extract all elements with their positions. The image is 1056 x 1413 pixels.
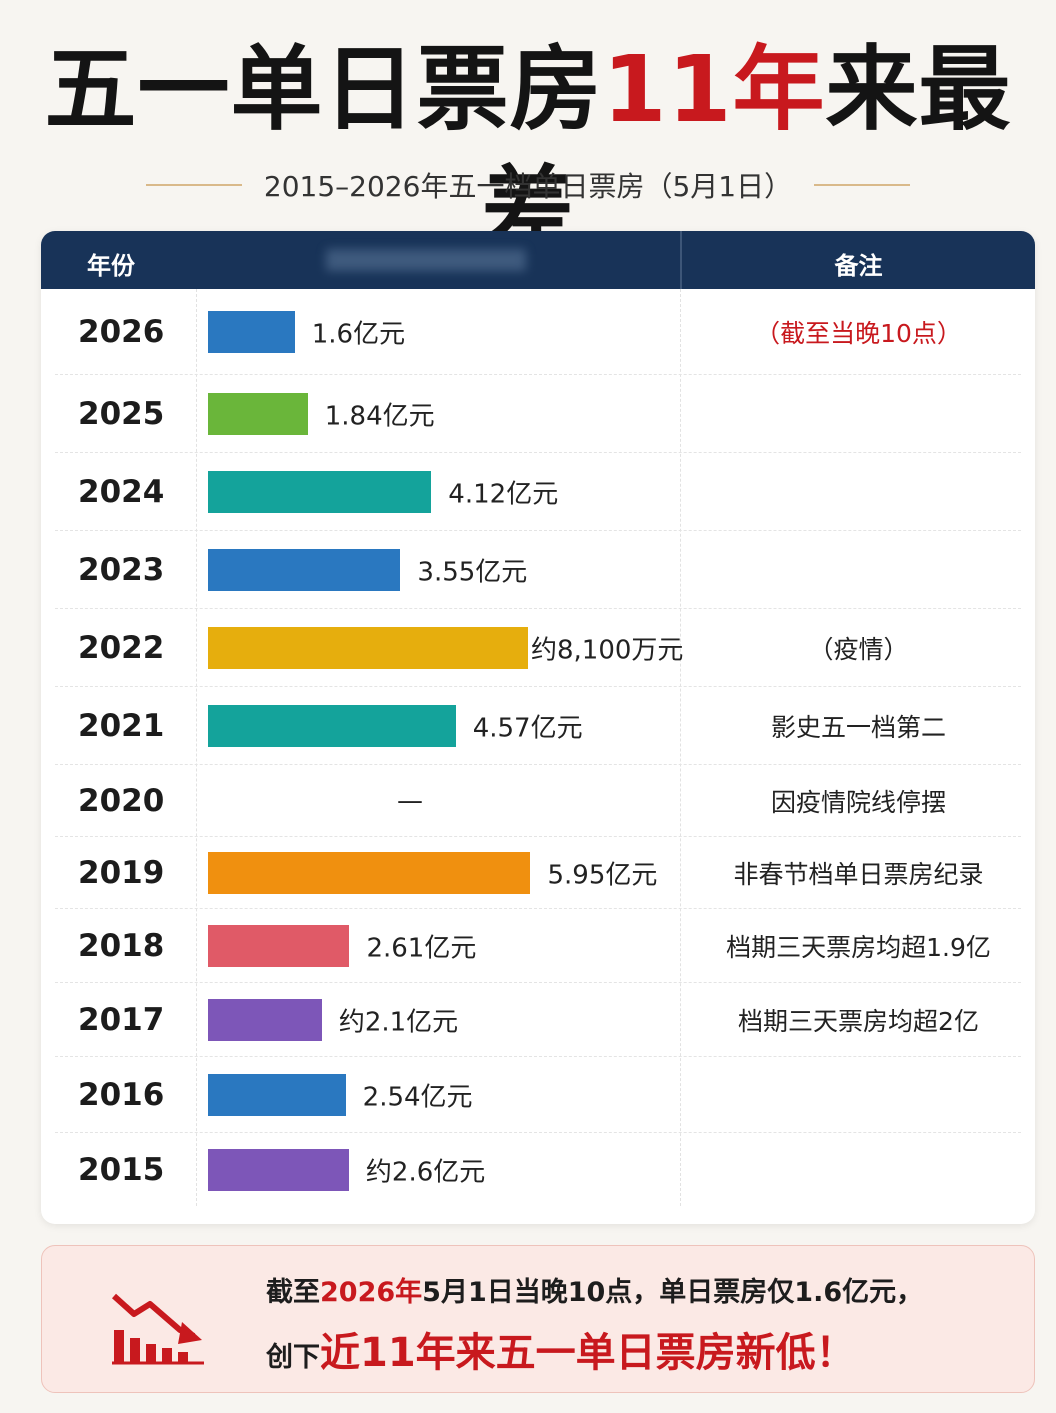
note-cell: 非春节档单日票房纪录 bbox=[733, 860, 984, 889]
row-divider bbox=[55, 374, 1021, 375]
footer-headline: 近11年来五一单日票房新低！ bbox=[320, 1330, 856, 1376]
bar-value-label: 4.57亿元 bbox=[472, 713, 583, 744]
table-row: 2017 约2.1亿元 档期三天票房均超2亿 bbox=[41, 983, 1035, 1057]
year-label: 2015 bbox=[78, 1151, 165, 1188]
bar bbox=[208, 471, 432, 513]
note-cell: 因疫情院线停摆 bbox=[770, 788, 946, 817]
table-row: 2024 4.12亿元 bbox=[41, 453, 1035, 531]
row-divider bbox=[55, 908, 1021, 909]
bar-value-label: 1.6亿元 bbox=[311, 319, 406, 350]
table-header: 年份 备注 bbox=[41, 231, 1035, 289]
bar bbox=[208, 999, 322, 1041]
note-cell: （疫情） bbox=[808, 635, 909, 664]
footer-line2: 创下近11年来五一单日票房新低！ bbox=[266, 1320, 856, 1378]
year-label: 2017 bbox=[78, 1002, 165, 1038]
row-divider bbox=[55, 764, 1021, 765]
subtitle-rule-right bbox=[814, 184, 911, 186]
column-divider-year bbox=[196, 289, 198, 1206]
year-label: 2023 bbox=[78, 552, 165, 588]
title-part1: 五一单日票房 bbox=[44, 36, 603, 143]
table-row: 2016 2.54亿元 bbox=[41, 1057, 1035, 1133]
footer-text: 截至 bbox=[266, 1277, 320, 1308]
note-cell: 档期三天票房均超1.9亿 bbox=[726, 933, 991, 962]
bar-value-label: 5.95亿元 bbox=[547, 860, 658, 891]
bar bbox=[208, 705, 456, 747]
table-row: 2023 3.55亿元 bbox=[41, 531, 1035, 609]
bar-value-label: 2.61亿元 bbox=[366, 933, 477, 964]
header-note: 备注 bbox=[834, 252, 883, 280]
page-title: 五一单日票房11年来最差 bbox=[0, 30, 1056, 270]
header-year: 年份 bbox=[87, 252, 135, 280]
year-label: 2026 bbox=[78, 314, 165, 350]
footer-text: 5月1日当晚10点，单日票房仅1.6亿元， bbox=[422, 1277, 924, 1308]
bar bbox=[208, 393, 308, 435]
note-cell: 档期三天票房均超2亿 bbox=[738, 1007, 979, 1036]
bar-value-label: 约2.1亿元 bbox=[338, 1007, 459, 1038]
table-row: 2025 1.84亿元 bbox=[41, 375, 1035, 453]
bar bbox=[208, 852, 531, 894]
footer-highlight: 2026年 bbox=[320, 1277, 423, 1308]
row-divider bbox=[55, 1132, 1021, 1133]
row-divider bbox=[55, 452, 1021, 453]
bar bbox=[208, 549, 401, 591]
header-separator bbox=[680, 231, 682, 289]
footer-text: 创下 bbox=[266, 1342, 320, 1373]
bar bbox=[208, 311, 295, 353]
row-divider bbox=[55, 836, 1021, 837]
row-divider bbox=[55, 608, 1021, 609]
chart-table-card: 年份 备注 2026 1.6亿元 （截至当晚10点） 2025 1.84亿元 2024 4.… bbox=[41, 231, 1035, 1224]
table-row: 2022 约8,100万元 （疫情） bbox=[41, 609, 1035, 687]
subtitle-rule-left bbox=[145, 184, 242, 186]
bar-value-label: 4.12亿元 bbox=[448, 479, 559, 510]
bar bbox=[208, 627, 528, 669]
bar-value-label: 约8,100万元 bbox=[531, 635, 684, 666]
title-highlight: 11年 bbox=[602, 36, 826, 143]
table-row: 2019 5.95亿元 非春节档单日票房纪录 bbox=[41, 837, 1035, 909]
year-label: 2025 bbox=[78, 396, 165, 432]
year-label: 2018 bbox=[78, 928, 165, 964]
subtitle: 2015–2026年五一档单日票房（5月1日） bbox=[263, 170, 793, 203]
bar-value-label: 3.55亿元 bbox=[417, 557, 528, 588]
year-label: 2020 bbox=[78, 783, 165, 819]
note-cell: （截至当晚10点） bbox=[755, 319, 962, 348]
row-divider bbox=[55, 686, 1021, 687]
table-row: 2026 1.6亿元 （截至当晚10点） bbox=[41, 289, 1035, 375]
bar-value-label: 约2.6亿元 bbox=[365, 1157, 486, 1187]
table-row: 2021 4.57亿元 影史五一档第二 bbox=[41, 687, 1035, 765]
bar-value-label: 1.84亿元 bbox=[324, 401, 435, 432]
bar bbox=[208, 1074, 346, 1116]
header-blurred-label bbox=[326, 249, 526, 271]
bar-value-label: 2.54亿元 bbox=[362, 1082, 473, 1113]
bar bbox=[208, 925, 350, 967]
column-divider-note bbox=[680, 289, 682, 1206]
note-cell: 影史五一档第二 bbox=[770, 713, 946, 742]
year-label: 2019 bbox=[78, 855, 165, 891]
bar bbox=[208, 1148, 349, 1191]
table-row: 2020 — 因疫情院线停摆 bbox=[41, 765, 1035, 837]
footer-callout: 截至2026年5月1日当晚10点，单日票房仅1.6亿元， 创下近11年来五一单日… bbox=[41, 1245, 1035, 1393]
bar-value-label: — bbox=[397, 786, 423, 816]
chart-decline-icon bbox=[111, 1293, 204, 1365]
year-label: 2024 bbox=[78, 474, 165, 510]
table-row: 2015 约2.6亿元 bbox=[41, 1133, 1035, 1206]
year-label: 2016 bbox=[78, 1077, 165, 1113]
row-divider bbox=[55, 530, 1021, 531]
year-label: 2021 bbox=[78, 708, 165, 744]
row-divider bbox=[55, 1056, 1021, 1057]
row-divider bbox=[55, 982, 1021, 983]
footer-line1: 截至2026年5月1日当晚10点，单日票房仅1.6亿元， bbox=[266, 1270, 923, 1309]
subtitle-row: 2015–2026年五一档单日票房（5月1日） bbox=[0, 165, 1056, 205]
year-label: 2022 bbox=[78, 630, 165, 666]
table-row: 2018 2.61亿元 档期三天票房均超1.9亿 bbox=[41, 909, 1035, 983]
